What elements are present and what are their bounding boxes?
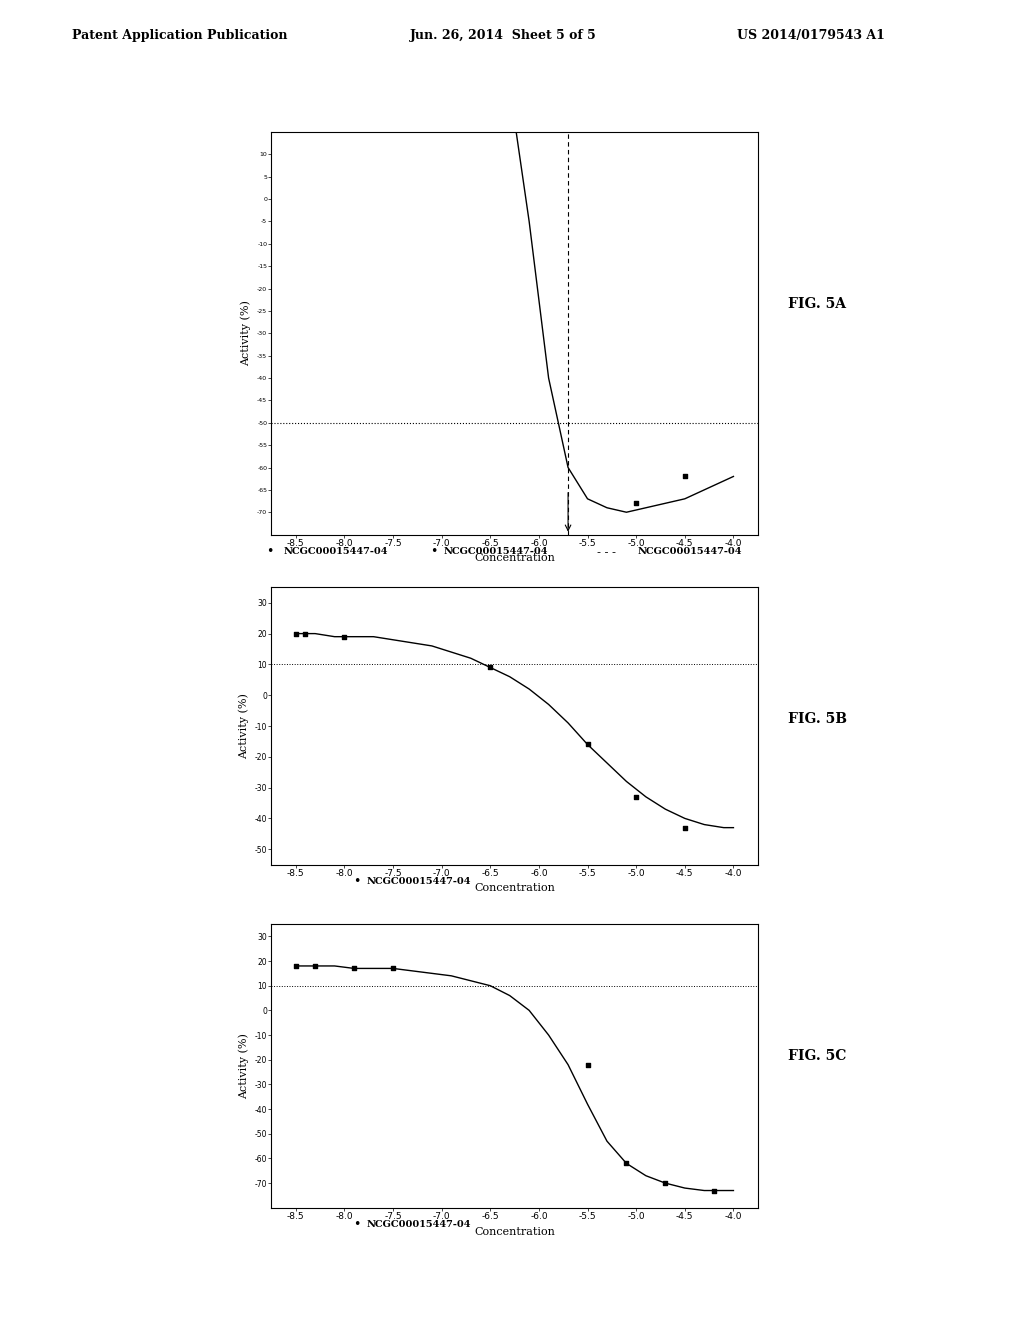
Point <box>346 958 362 979</box>
Y-axis label: Activity (%): Activity (%) <box>239 693 249 759</box>
Point <box>307 956 324 977</box>
Point <box>657 1172 674 1193</box>
Point <box>482 657 499 678</box>
Point <box>677 466 693 487</box>
Point <box>706 1180 722 1201</box>
Text: Patent Application Publication: Patent Application Publication <box>72 29 287 42</box>
Point <box>385 54 401 75</box>
Point <box>288 956 304 977</box>
Point <box>628 492 644 513</box>
Point <box>580 1055 596 1076</box>
Point <box>628 787 644 808</box>
Text: FIG. 5C: FIG. 5C <box>788 1049 847 1063</box>
Text: FIG. 5B: FIG. 5B <box>788 713 848 726</box>
Point <box>677 817 693 838</box>
Text: Jun. 26, 2014  Sheet 5 of 5: Jun. 26, 2014 Sheet 5 of 5 <box>410 29 596 42</box>
Text: •: • <box>430 545 437 558</box>
Point <box>336 626 352 647</box>
X-axis label: Concentration: Concentration <box>474 883 555 894</box>
Text: NCGC00015447-04: NCGC00015447-04 <box>638 548 742 556</box>
X-axis label: Concentration: Concentration <box>474 1226 555 1237</box>
Text: NCGC00015447-04: NCGC00015447-04 <box>367 1221 471 1229</box>
Text: US 2014/0179543 A1: US 2014/0179543 A1 <box>737 29 885 42</box>
Text: - - -: - - - <box>597 546 616 557</box>
Text: •: • <box>353 875 360 888</box>
Point <box>580 734 596 755</box>
Y-axis label: Activity (%): Activity (%) <box>239 1034 249 1098</box>
Point <box>618 1152 635 1173</box>
Text: FIG. 5A: FIG. 5A <box>788 297 847 310</box>
X-axis label: Concentration: Concentration <box>474 553 555 564</box>
Point <box>297 623 313 644</box>
Text: NCGC00015447-04: NCGC00015447-04 <box>284 548 388 556</box>
Text: •: • <box>266 545 273 558</box>
Text: NCGC00015447-04: NCGC00015447-04 <box>443 548 548 556</box>
Text: •: • <box>353 1218 360 1232</box>
Point <box>288 623 304 644</box>
Point <box>385 958 401 979</box>
Text: NCGC00015447-04: NCGC00015447-04 <box>367 878 471 886</box>
Y-axis label: Activity (%): Activity (%) <box>241 301 252 366</box>
